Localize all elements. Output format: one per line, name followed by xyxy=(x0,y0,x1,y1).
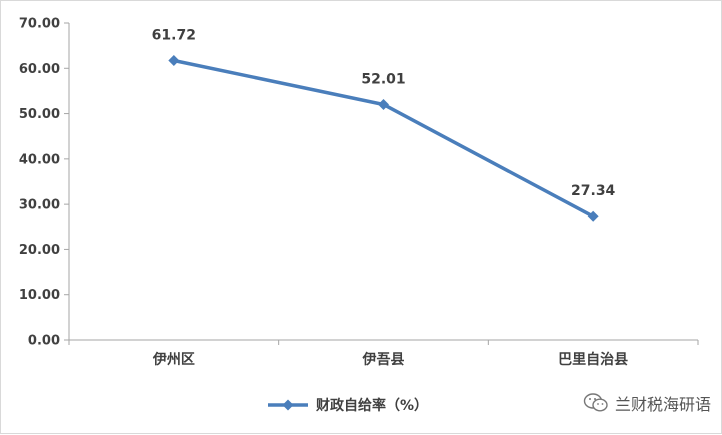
data-point-marker xyxy=(378,98,389,110)
data-point-marker xyxy=(587,210,599,222)
wechat-icon xyxy=(583,393,608,412)
x-tick-label: 伊吾县 xyxy=(362,351,405,368)
legend-marker xyxy=(282,399,294,411)
x-tick-label: 伊州区 xyxy=(152,351,195,368)
y-tick-label: 60.00 xyxy=(19,62,60,77)
data-label: 52.01 xyxy=(361,71,405,87)
y-tick-label: 70.00 xyxy=(19,17,60,32)
data-label: 61.72 xyxy=(152,27,196,43)
y-tick-label: 20.00 xyxy=(19,243,60,258)
x-tick-label: 巴里自治县 xyxy=(558,351,628,368)
data-label: 27.34 xyxy=(571,183,616,199)
y-tick-label: 30.00 xyxy=(19,198,60,213)
legend-label: 财政自给率（%） xyxy=(315,397,428,414)
y-tick-label: 50.00 xyxy=(19,107,60,122)
watermark: 兰财税海研语 xyxy=(583,390,711,416)
y-tick-label: 0.00 xyxy=(28,334,60,349)
y-tick-label: 40.00 xyxy=(19,152,60,167)
data-point-marker xyxy=(168,54,180,66)
y-tick-label: 10.00 xyxy=(19,288,60,303)
watermark-text: 兰财税海研语 xyxy=(614,395,711,414)
